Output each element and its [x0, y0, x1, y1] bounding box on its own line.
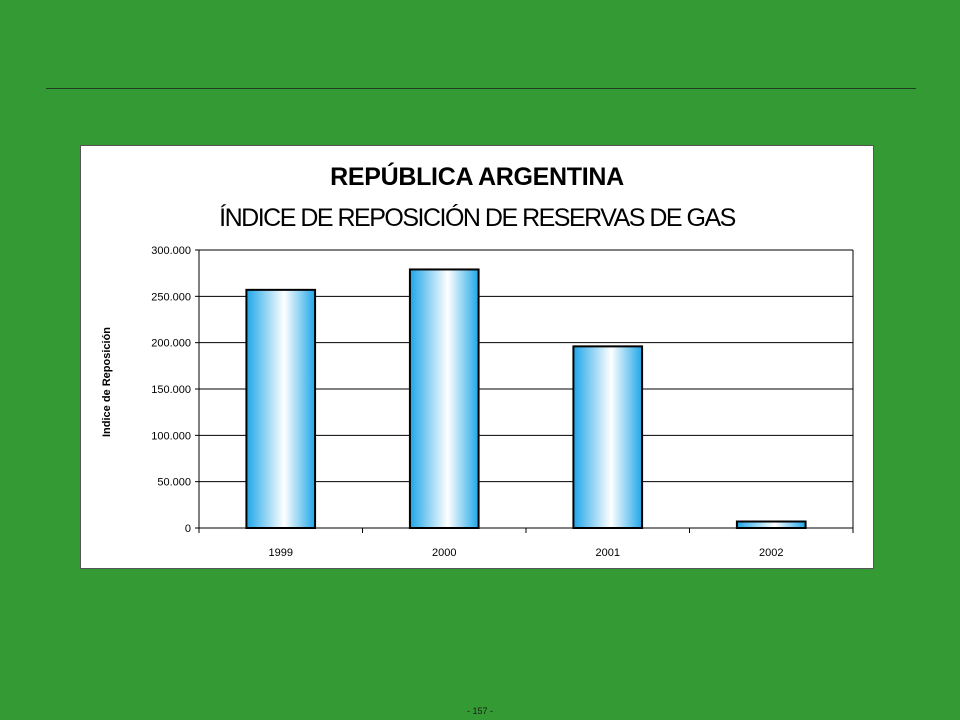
bars	[245, 268, 807, 530]
x-tick-label: 1999	[269, 547, 293, 559]
y-tick-label: 100.000	[151, 430, 191, 442]
page-number: - 157 -	[466, 706, 493, 716]
y-tick-label: 300.000	[151, 245, 191, 257]
y-tick-label: 150.000	[151, 384, 191, 396]
chart-title: REPÚBLICA ARGENTINA	[330, 163, 624, 191]
bar-1999	[245, 288, 317, 529]
y-tick-label: 50.000	[157, 477, 191, 489]
tick-labels: 0 50.000 100.000 150.000 200.000 250.000 300.0…	[151, 245, 783, 559]
x-tick-label: 2002	[759, 547, 783, 559]
chart-panel: REPÚBLICA ARGENTINA ÍNDICE DE REPOSICIÓN…	[80, 145, 874, 569]
x-tick-label: 2000	[432, 547, 456, 559]
y-tick-label: 250.000	[151, 291, 191, 303]
axes	[195, 249, 854, 533]
y-tick-label: 200.000	[151, 338, 191, 350]
bar-chart-plot: 0 50.000 100.000 150.000 200.000 250.000 300.0…	[151, 245, 854, 559]
x-tick-label: 2001	[596, 547, 620, 559]
header-rule	[46, 88, 916, 89]
chart-subtitle: ÍNDICE DE REPOSICIÓN DE RESERVAS DE GAS	[219, 204, 736, 232]
y-tick-label: 0	[185, 523, 191, 535]
bar-2001	[572, 345, 644, 529]
bar-2002	[735, 520, 807, 530]
bar-2000	[408, 268, 480, 530]
